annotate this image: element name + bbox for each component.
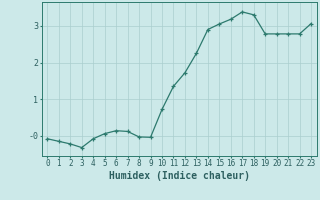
X-axis label: Humidex (Indice chaleur): Humidex (Indice chaleur) bbox=[109, 171, 250, 181]
